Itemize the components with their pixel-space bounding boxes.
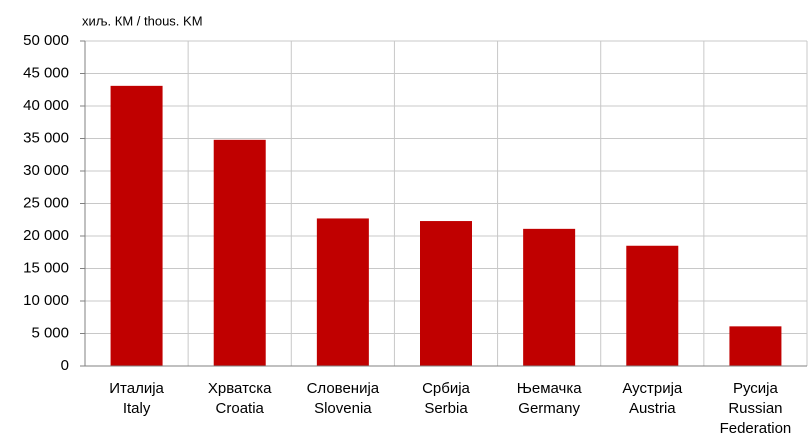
bar [420, 221, 472, 366]
y-tick-label: 15 000 [23, 259, 69, 276]
y-tick-label: 25 000 [23, 194, 69, 211]
bar [729, 326, 782, 366]
bar [523, 228, 576, 366]
x-tick-label: Federation [720, 420, 792, 437]
y-tick-label: 20 000 [23, 227, 69, 244]
x-tick-label: Austria [629, 400, 676, 417]
y-tick-label: 30 000 [23, 162, 69, 179]
x-tick-label: Russian [728, 400, 782, 417]
x-tick-label: Србија [422, 380, 470, 397]
x-tick-label: Slovenia [314, 400, 372, 417]
y-tick-label: 10 000 [23, 292, 69, 309]
x-tick-label: Русија [733, 380, 779, 397]
x-tick-label: Италија [109, 380, 164, 397]
bar [213, 139, 266, 366]
y-tick-label: 45 000 [23, 64, 69, 81]
y-tick-label: 35 000 [23, 129, 69, 146]
x-tick-label: Аустрија [622, 380, 683, 397]
bar [626, 245, 679, 366]
x-tick-label: Germany [518, 400, 580, 417]
x-tick-label: Словенија [307, 380, 380, 397]
y-axis-label: хиљ. КМ / thous. KM [82, 13, 203, 28]
x-tick-label: Italy [123, 400, 151, 417]
bar [110, 85, 163, 366]
x-tick-label: Serbia [424, 400, 468, 417]
y-tick-label: 5 000 [31, 324, 69, 341]
x-tick-label: Croatia [216, 400, 265, 417]
x-tick-label: Њемачка [517, 380, 583, 397]
y-tick-label: 50 000 [23, 32, 69, 49]
y-tick-label: 40 000 [23, 97, 69, 114]
bar [316, 218, 369, 366]
x-tick-label: Хрватска [208, 380, 272, 397]
y-tick-label: 0 [61, 357, 69, 374]
